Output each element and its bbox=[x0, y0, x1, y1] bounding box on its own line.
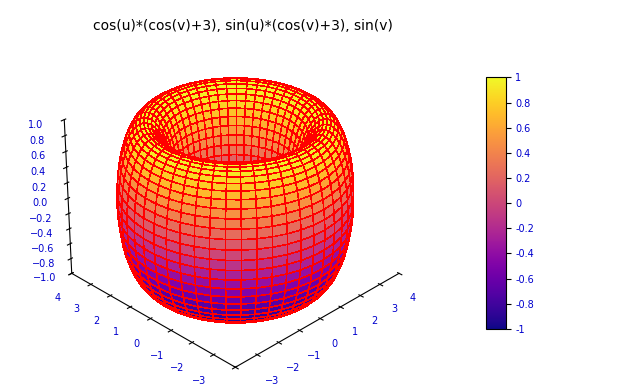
Text: cos(u)*(cos(v)+3), sin(u)*(cos(v)+3), sin(v): cos(u)*(cos(v)+3), sin(u)*(cos(v)+3), si… bbox=[93, 19, 393, 33]
